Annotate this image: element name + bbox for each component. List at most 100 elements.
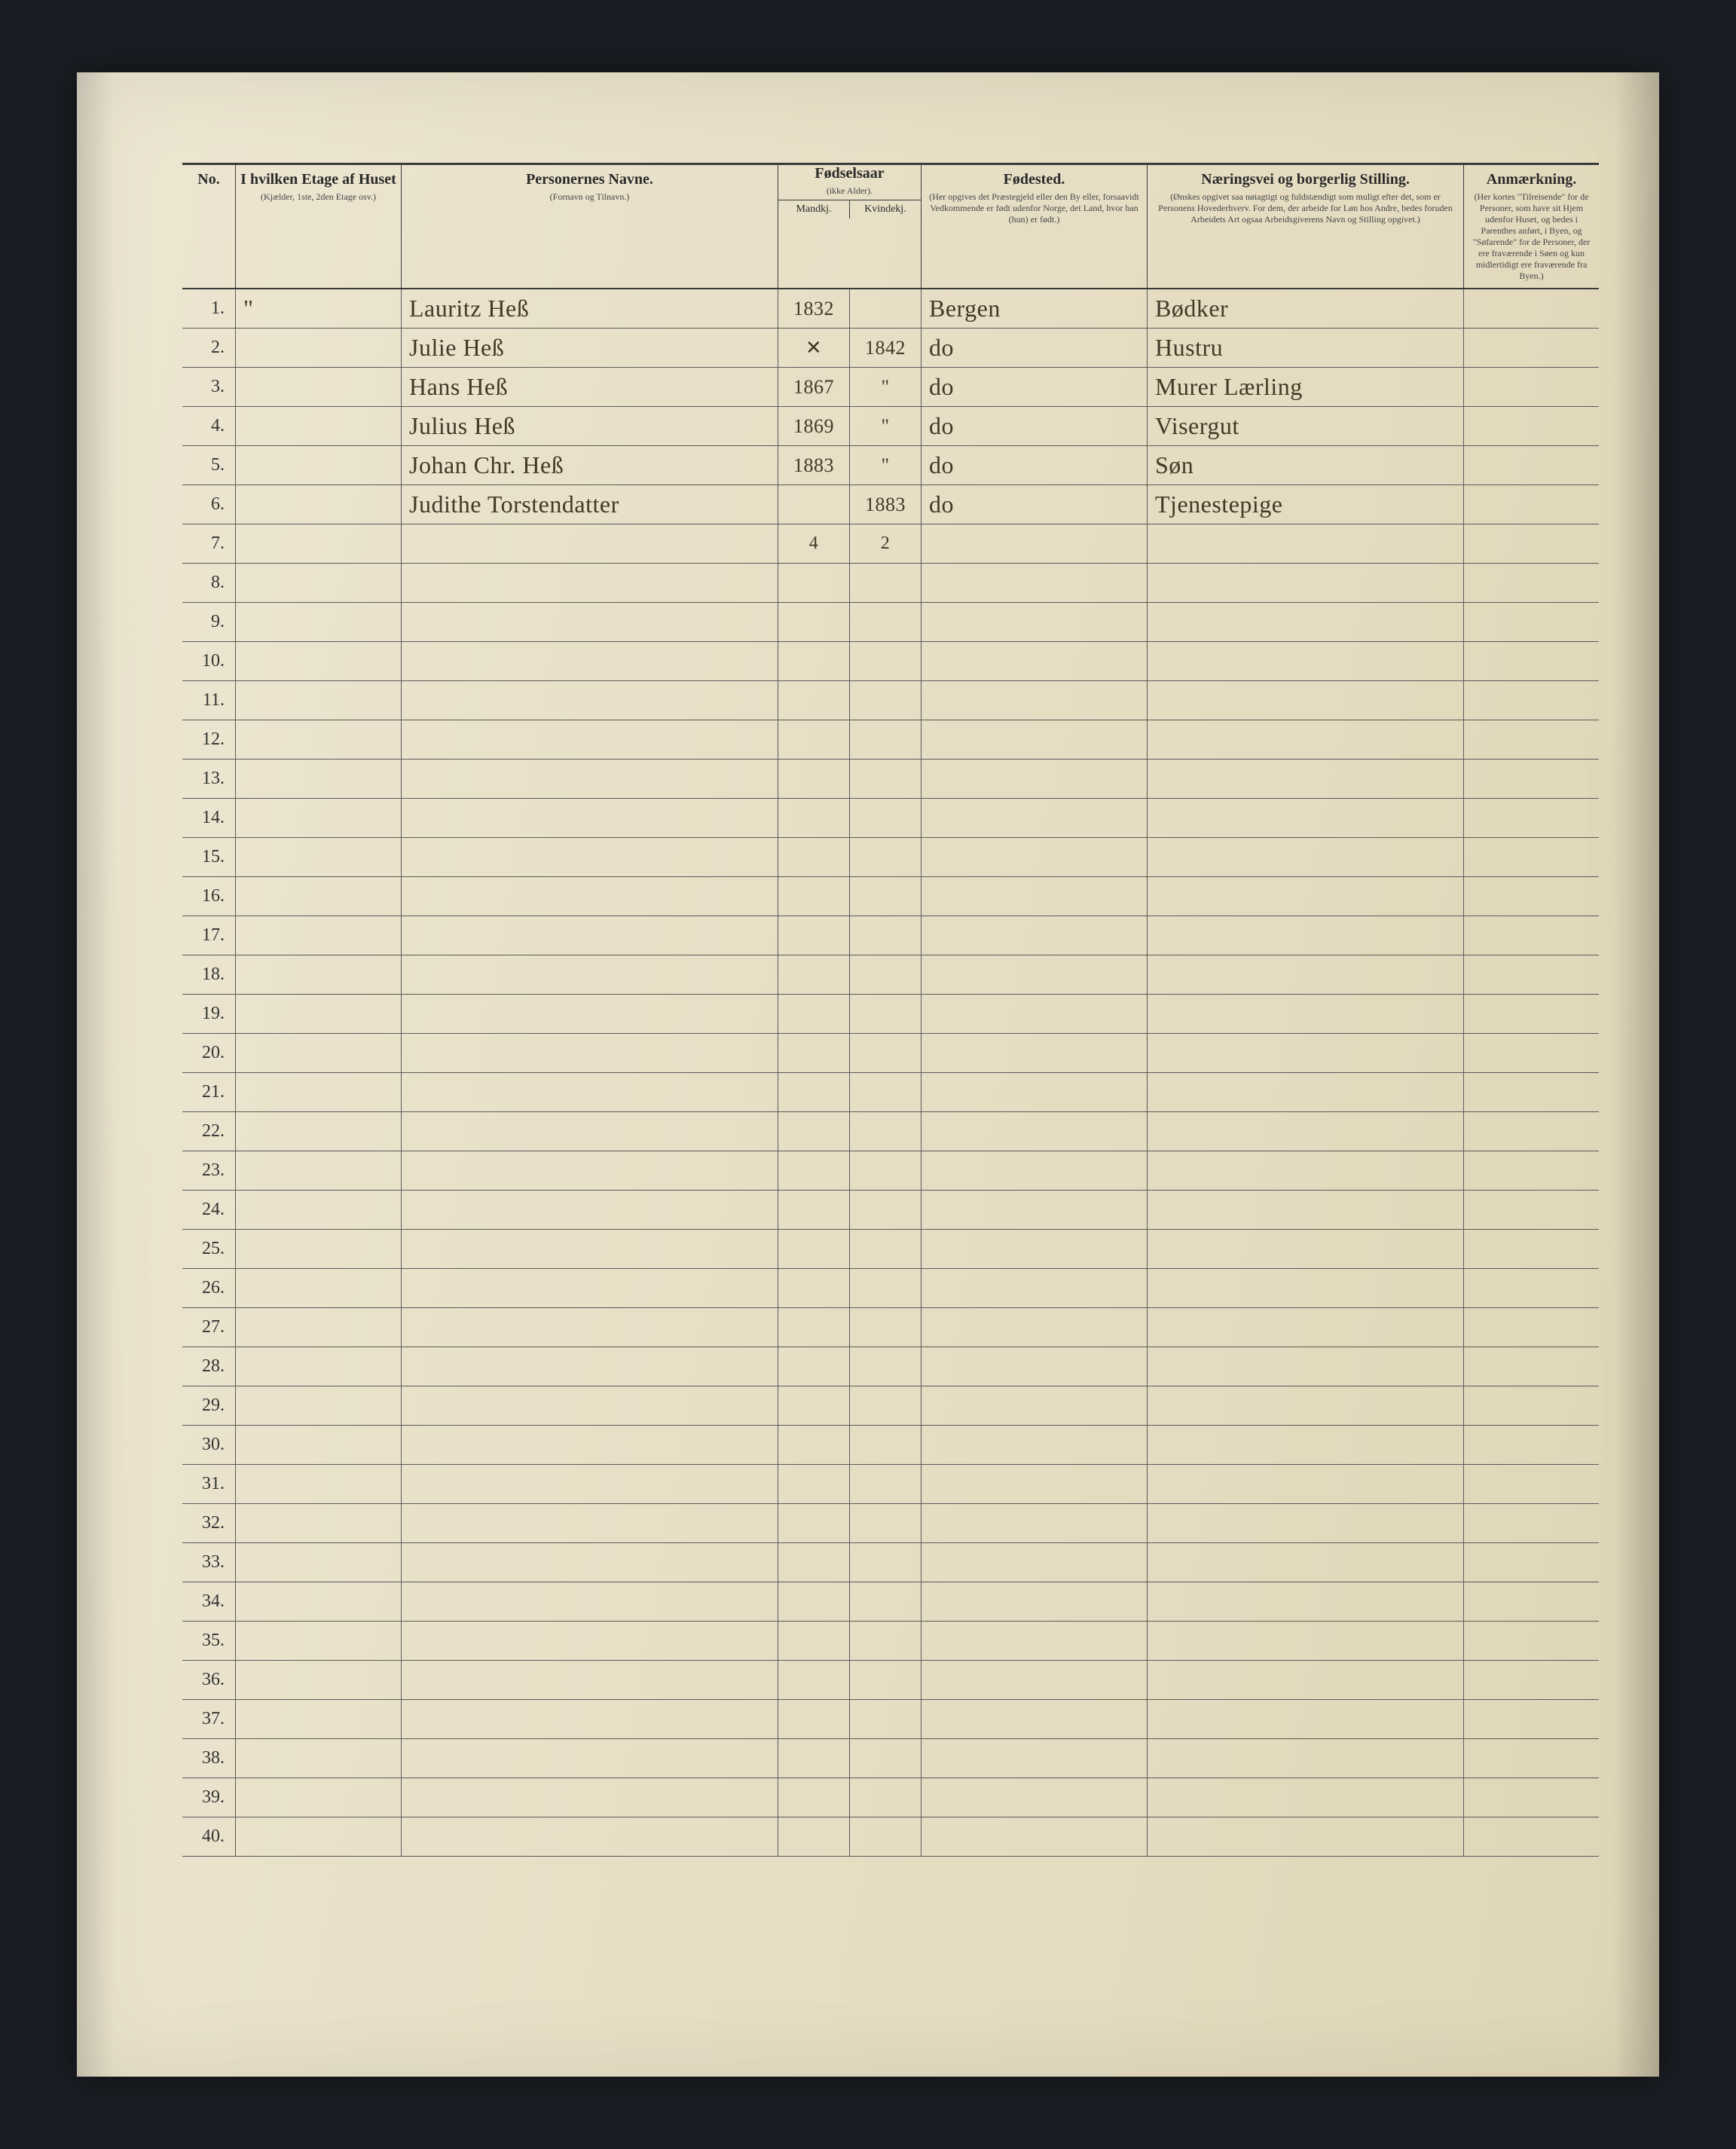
cell-year-m [778,681,849,720]
cell-etage [235,1151,401,1190]
row-number: 27. [182,1308,235,1347]
cell-rem [1463,329,1599,367]
cell-year-m [778,838,849,876]
cell-year [778,1347,921,1386]
row-number: 20. [182,1034,235,1072]
cell-place [921,1073,1147,1111]
row-number: 34. [182,1582,235,1621]
header-etage-sub: (Kjælder, 1ste, 2den Etage osv.) [240,191,396,203]
cell-rem [1463,289,1599,328]
cell-rem [1463,955,1599,994]
cell-year-f [849,1504,921,1542]
table-row: 9. [182,603,1599,642]
cell-year-m: 1832 [778,289,849,328]
cell-etage [235,760,401,798]
cell-place [921,1622,1147,1660]
cell-name [401,1582,778,1621]
table-row: 38. [182,1739,1599,1778]
cell-place [921,1269,1147,1307]
cell-year-f: 2 [849,524,921,563]
header-year-sub: (ikke Alder). [778,185,921,197]
cell-etage [235,1230,401,1268]
cell-year-f [849,564,921,602]
cell-name [401,720,778,759]
cell-year [778,1191,921,1229]
cell-year-f [849,1426,921,1464]
cell-year-m [778,1347,849,1386]
cell-etage [235,329,401,367]
cell-etage [235,485,401,524]
cell-year [778,1034,921,1072]
row-number: 24. [182,1191,235,1229]
cell-place [921,1191,1147,1229]
cell-year-f [849,1739,921,1778]
cell-etage [235,407,401,445]
cell-name [401,642,778,680]
cell-occ [1147,1661,1463,1699]
cell-year [778,1269,921,1307]
cell-year [778,1661,921,1699]
cell-year-f [849,1308,921,1347]
cell-rem [1463,368,1599,406]
table-row: 34. [182,1582,1599,1622]
cell-rem [1463,1622,1599,1660]
header-year-f: Kvindekj. [849,200,921,219]
cell-year [778,1582,921,1621]
cell-year-m [778,1817,849,1856]
row-number: 37. [182,1700,235,1738]
cell-place [921,1661,1147,1699]
cell-name [401,838,778,876]
cell-year-m [778,760,849,798]
row-number: 2. [182,329,235,367]
cell-year-f: " [849,368,921,406]
cell-occ [1147,1426,1463,1464]
cell-etage [235,681,401,720]
cell-occ [1147,1112,1463,1151]
cell-name [401,760,778,798]
cell-rem [1463,760,1599,798]
cell-etage [235,642,401,680]
col-no: No. [182,165,235,288]
cell-occ: Tjenestepige [1147,485,1463,524]
table-row: 4.Julius Heß1869"doVisergut [182,407,1599,446]
cell-rem [1463,524,1599,563]
cell-year-f: 1883 [849,485,921,524]
cell-year [778,760,921,798]
cell-name [401,1504,778,1542]
cell-occ [1147,1073,1463,1111]
cell-name [401,1622,778,1660]
cell-year [778,1230,921,1268]
cell-year-f [849,1073,921,1111]
header-no: No. [187,171,231,188]
cell-name [401,1426,778,1464]
cell-etage [235,603,401,641]
cell-year-m [778,603,849,641]
table-row: 23. [182,1151,1599,1191]
cell-year [778,1739,921,1778]
row-number: 14. [182,799,235,837]
cell-year-m: 1883 [778,446,849,485]
cell-rem [1463,1151,1599,1190]
cell-name [401,1269,778,1307]
cell-occ [1147,1739,1463,1778]
row-number: 28. [182,1347,235,1386]
table-row: 12. [182,720,1599,760]
cell-name [401,681,778,720]
cell-year-f: " [849,407,921,445]
cell-etage [235,1504,401,1542]
row-number: 19. [182,995,235,1033]
cell-occ [1147,1543,1463,1582]
cell-place [921,1817,1147,1856]
table-row: 16. [182,877,1599,916]
ledger-table: No. I hvilken Etage af Huset (Kjælder, 1… [182,163,1599,1857]
cell-rem [1463,1543,1599,1582]
cell-year-m [778,995,849,1033]
cell-occ [1147,1269,1463,1307]
header-year-title: Fødselsaar [778,165,921,182]
row-number: 11. [182,681,235,720]
row-number: 5. [182,446,235,485]
cell-year [778,877,921,916]
cell-name [401,1112,778,1151]
cell-name [401,1191,778,1229]
cell-place [921,760,1147,798]
